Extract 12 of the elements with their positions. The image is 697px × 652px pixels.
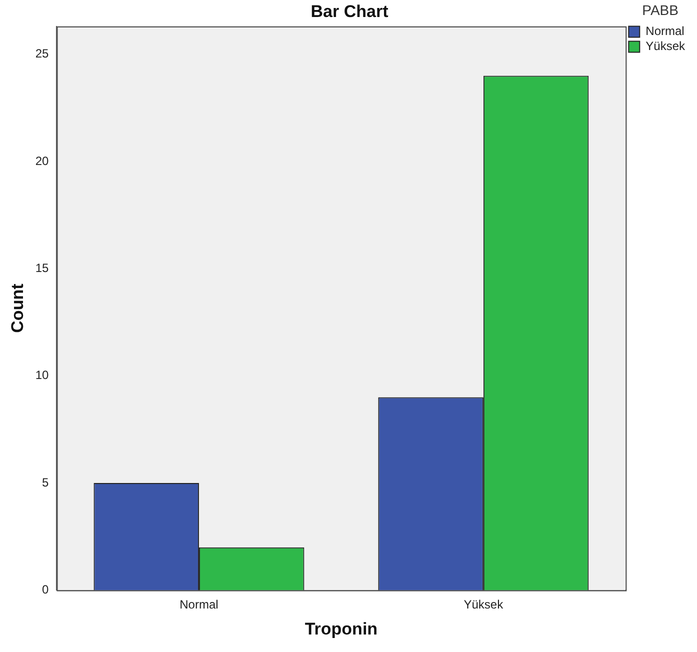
legend-label: Yüksek bbox=[646, 39, 686, 54]
y-axis-title: Count bbox=[8, 283, 27, 333]
y-tick-label: 10 bbox=[35, 368, 50, 382]
y-tick-label: 20 bbox=[35, 154, 50, 168]
y-tick-label: 0 bbox=[42, 582, 50, 597]
x-axis-title: Troponin bbox=[304, 619, 378, 638]
y-tick-label: 5 bbox=[42, 475, 50, 490]
y-tick-label: 15 bbox=[35, 260, 50, 275]
chart-title: Bar Chart bbox=[310, 2, 389, 21]
y-tick-label: 25 bbox=[35, 46, 50, 61]
legend-label: Normal bbox=[646, 24, 684, 38]
legend-title: PABB bbox=[642, 2, 678, 18]
